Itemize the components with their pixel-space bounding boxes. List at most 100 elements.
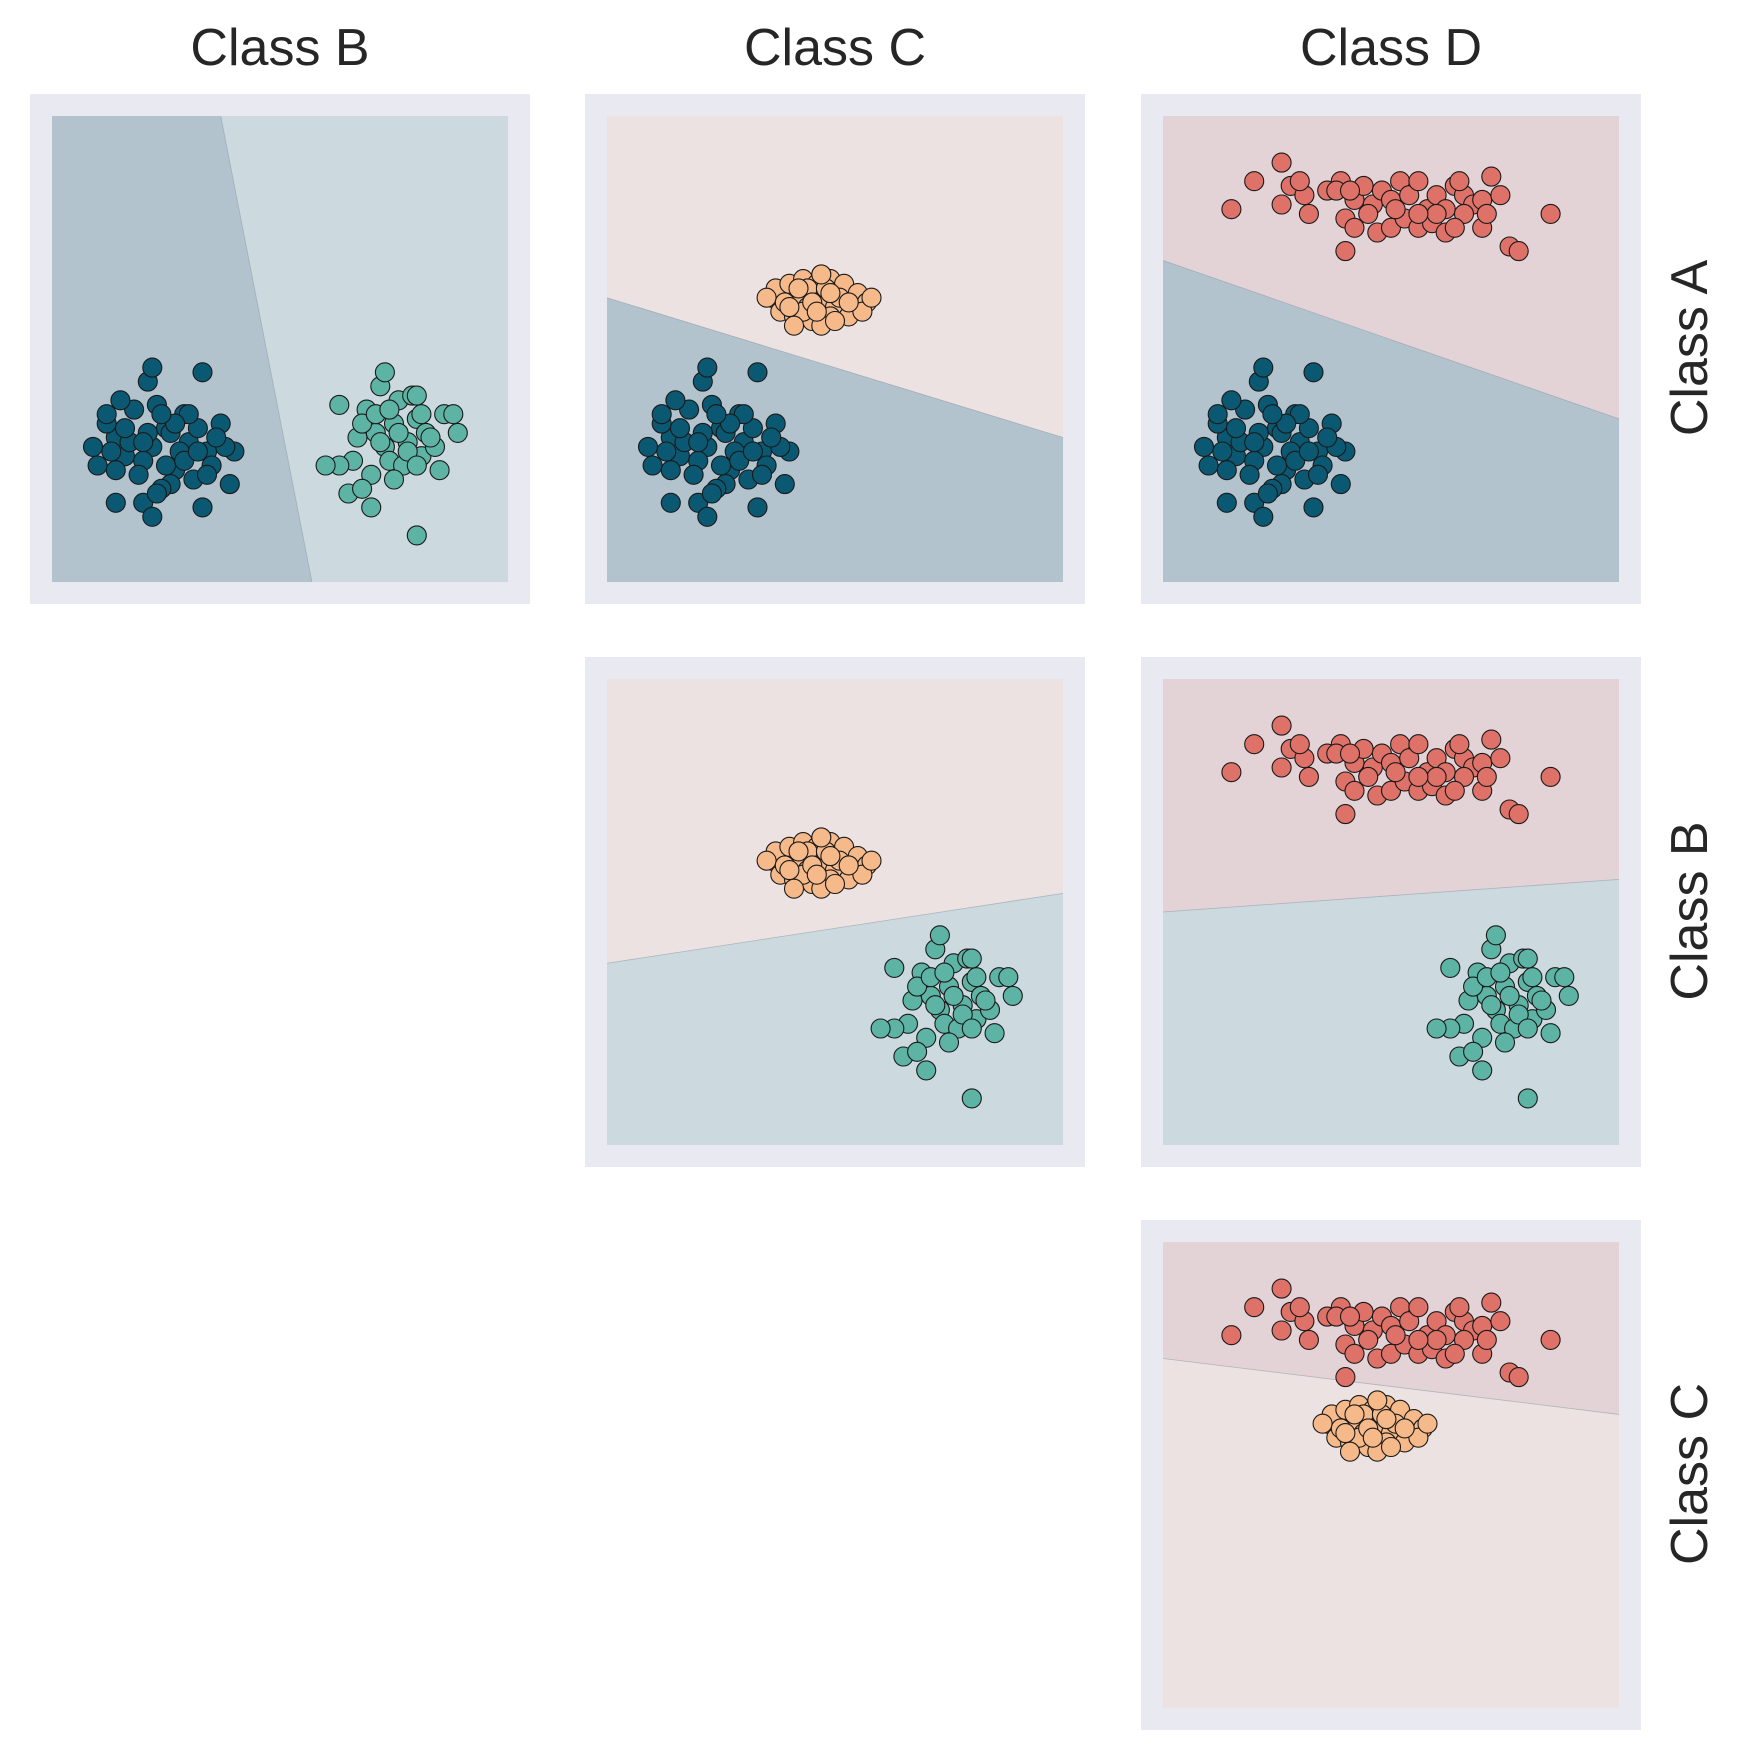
scatter-point-class-c xyxy=(806,301,827,322)
scatter-point-class-b xyxy=(397,441,418,462)
column-title-class-b: Class B xyxy=(190,19,370,77)
scatter-point-class-c xyxy=(1376,1409,1397,1430)
scatter-point-class-b xyxy=(961,948,982,969)
scatter-point-class-b xyxy=(1517,948,1538,969)
scatter-point-class-a xyxy=(1253,506,1274,527)
scatter-point-class-a xyxy=(706,404,727,425)
scatter-point-class-b xyxy=(929,925,950,946)
scatter-point-class-b xyxy=(429,460,450,481)
scatter-point-class-c xyxy=(838,855,859,876)
scatter-point-class-d xyxy=(1271,757,1292,778)
scatter-point-class-d xyxy=(1344,1343,1365,1364)
scatter-point-class-a xyxy=(1303,497,1324,518)
scatter-point-class-b xyxy=(1463,1041,1484,1062)
scatter-point-class-a xyxy=(142,357,163,378)
scatter-point-class-a xyxy=(146,483,167,504)
scatter-point-class-a xyxy=(1207,404,1228,425)
scatter-point-class-b xyxy=(420,427,441,448)
scatter-point-class-a xyxy=(660,460,681,481)
scatter-point-class-a xyxy=(1216,460,1237,481)
scatter-point-class-c xyxy=(861,287,882,308)
row-title-class-a: Class A xyxy=(1661,259,1719,437)
scatter-point-class-d xyxy=(1426,1329,1447,1350)
panel-plot xyxy=(1141,657,1641,1167)
scatter-point-class-d xyxy=(1490,1311,1511,1332)
scatter-point-class-b xyxy=(961,1018,982,1039)
scatter-point-class-d xyxy=(1490,748,1511,769)
scatter-point-class-a xyxy=(1198,455,1219,476)
scatter-point-class-b xyxy=(952,1004,973,1025)
scatter-point-class-d xyxy=(1221,762,1242,783)
scatter-point-class-a xyxy=(688,432,709,453)
scatter-point-class-a xyxy=(1303,362,1324,383)
scatter-point-class-c xyxy=(779,860,800,881)
scatter-point-class-d xyxy=(1358,766,1379,787)
scatter-point-class-b xyxy=(1499,985,1520,1006)
scatter-point-class-d xyxy=(1298,1329,1319,1350)
scatter-point-class-a xyxy=(1239,464,1260,485)
scatter-point-class-b xyxy=(406,455,427,476)
scatter-point-class-b xyxy=(916,1027,937,1048)
scatter-point-class-b xyxy=(1485,925,1506,946)
scatter-point-class-c xyxy=(838,292,859,313)
scatter-point-class-a xyxy=(155,455,177,476)
scatter-point-class-d xyxy=(1408,171,1429,192)
scatter-point-class-c xyxy=(1344,1404,1365,1425)
decision-boundary-line xyxy=(1162,260,1620,420)
decision-boundary-line xyxy=(606,892,1064,964)
scatter-point-class-b xyxy=(1517,1088,1538,1109)
scatter-point-class-b xyxy=(361,464,382,485)
scatter-point-class-d xyxy=(1289,1297,1310,1318)
scatter-point-class-d xyxy=(1444,1343,1465,1364)
scatter-point-class-b xyxy=(1531,990,1552,1011)
panel-plot xyxy=(1141,1220,1641,1730)
scatter-point-class-a xyxy=(1253,357,1274,378)
scatter-point-class-d xyxy=(1339,180,1361,201)
scatter-point-class-d xyxy=(1540,203,1561,224)
scatter-point-class-c xyxy=(820,846,841,867)
scatter-point-class-d xyxy=(1449,734,1470,755)
scatter-point-class-a xyxy=(1257,483,1278,504)
column-title-class-d: Class D xyxy=(1299,19,1483,77)
scatter-point-class-a xyxy=(720,413,741,434)
scatter-point-class-c xyxy=(820,283,841,304)
scatter-point-class-a xyxy=(733,404,754,425)
scatter-point-class-b xyxy=(329,394,350,415)
scatter-point-class-d xyxy=(1453,1329,1475,1350)
decision-boundary-line xyxy=(1162,878,1620,913)
scatter-point-class-b xyxy=(1522,967,1543,988)
scatter-point-class-a xyxy=(1266,455,1288,476)
scatter-point-class-a xyxy=(669,418,691,439)
scatter-point-class-d xyxy=(1358,203,1379,224)
scatter-point-class-a xyxy=(1216,492,1237,513)
panel-class-b-vs-class-c xyxy=(585,657,1085,1167)
scatter-point-class-d xyxy=(1385,1325,1406,1346)
scatter-point-class-a xyxy=(196,464,218,485)
scatter-point-class-d xyxy=(1426,766,1447,787)
scatter-point-class-a xyxy=(1244,432,1265,453)
panel-plot xyxy=(30,94,530,604)
scatter-point-class-c xyxy=(1335,1423,1356,1444)
scatter-point-class-d xyxy=(1444,780,1465,801)
scatter-point-class-d xyxy=(1335,804,1356,825)
scatter-point-class-b xyxy=(1554,967,1575,988)
scatter-point-class-b xyxy=(411,404,432,425)
scatter-point-class-a xyxy=(683,464,704,485)
scatter-point-class-a xyxy=(1225,418,1247,439)
scatter-point-class-d xyxy=(1408,1297,1429,1318)
scatter-point-class-b xyxy=(352,478,373,499)
scatter-point-class-d xyxy=(1408,203,1429,224)
scatter-point-class-d xyxy=(1508,1367,1529,1388)
scatter-point-class-d xyxy=(1385,199,1406,220)
scatter-point-class-b xyxy=(1426,1018,1447,1039)
scatter-point-class-c xyxy=(1367,1390,1388,1411)
scatter-point-class-b xyxy=(984,1023,1005,1044)
scatter-point-class-d xyxy=(1399,748,1420,769)
scatter-point-class-a xyxy=(1262,404,1283,425)
scatter-point-class-d xyxy=(1481,166,1502,187)
panel-plot xyxy=(1141,94,1641,604)
scatter-point-class-a xyxy=(142,506,163,527)
scatter-point-class-b xyxy=(374,362,395,383)
panel-class-a-vs-class-c xyxy=(585,94,1085,604)
scatter-point-class-a xyxy=(96,404,117,425)
